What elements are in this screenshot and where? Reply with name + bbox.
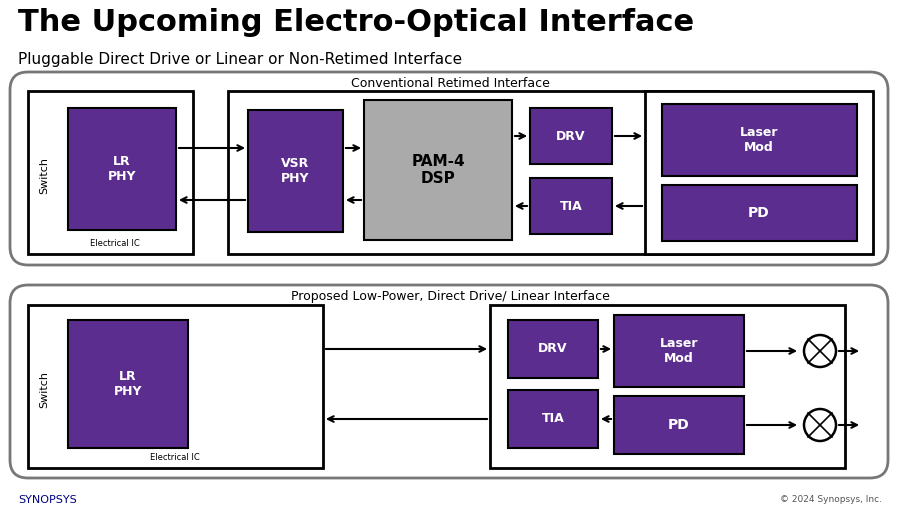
Text: PD: PD [748,206,770,220]
Bar [530,178,612,234]
Text: Pluggable Direct Drive or Linear or Non-Retimed Interface: Pluggable Direct Drive or Linear or Non-… [18,52,462,67]
Text: Electrical IC: Electrical IC [150,453,200,462]
Text: LR
PHY: LR PHY [108,155,136,183]
Text: TIA: TIA [542,412,564,426]
Bar [614,396,744,454]
Bar [28,305,323,468]
Bar [508,390,598,448]
Text: VSR
PHY: VSR PHY [281,157,310,185]
Bar [508,320,598,378]
Text: The Upcoming Electro-Optical Interface: The Upcoming Electro-Optical Interface [18,8,694,37]
Text: Switch: Switch [39,371,49,408]
Text: DRV: DRV [556,129,586,143]
Bar [364,100,512,240]
FancyBboxPatch shape [10,72,888,265]
Text: Proposed Low-Power, Direct Drive/ Linear Interface: Proposed Low-Power, Direct Drive/ Linear… [291,290,609,303]
Text: DRV: DRV [538,342,568,356]
Circle shape [804,335,836,367]
Text: PAM-4
DSP: PAM-4 DSP [411,154,464,186]
Circle shape [804,409,836,441]
Bar [490,305,845,468]
Bar [614,315,744,387]
Text: Electrical IC: Electrical IC [90,239,140,248]
Bar [248,110,343,232]
Text: Switch: Switch [39,156,49,194]
Text: PD: PD [668,418,690,432]
Bar [662,104,857,176]
Text: SYNOPSYS: SYNOPSYS [18,495,76,505]
Text: Laser
Mod: Laser Mod [740,126,778,154]
Bar [68,108,176,230]
Bar [662,185,857,241]
FancyBboxPatch shape [10,285,888,478]
Text: TIA: TIA [560,199,582,213]
Bar [645,91,873,254]
Text: Conventional Retimed Interface: Conventional Retimed Interface [351,77,549,90]
Bar [228,91,718,254]
Bar [68,320,188,448]
Text: LR
PHY: LR PHY [113,370,142,398]
Text: © 2024 Synopsys, Inc.: © 2024 Synopsys, Inc. [780,496,882,504]
Bar [530,108,612,164]
Text: Laser
Mod: Laser Mod [660,337,698,365]
Bar [28,91,193,254]
